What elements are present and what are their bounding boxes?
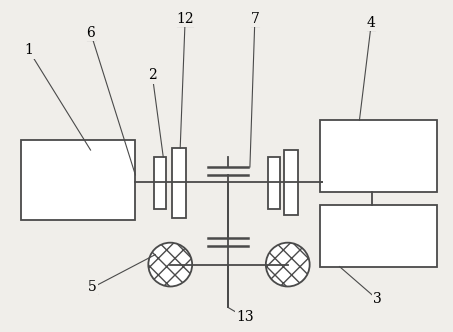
- Bar: [284, 150, 298, 215]
- Text: 1: 1: [24, 43, 33, 57]
- Bar: [320, 205, 437, 267]
- Bar: [268, 157, 280, 209]
- Text: 13: 13: [236, 310, 254, 324]
- Text: 2: 2: [148, 68, 157, 82]
- Text: 12: 12: [176, 12, 194, 26]
- Bar: [154, 157, 166, 209]
- Text: 4: 4: [367, 16, 376, 30]
- Bar: [21, 140, 135, 220]
- Text: 6: 6: [86, 26, 95, 40]
- Text: 3: 3: [373, 292, 382, 306]
- Bar: [172, 148, 186, 218]
- Text: 7: 7: [251, 12, 259, 26]
- Bar: [320, 120, 437, 192]
- Text: 5: 5: [88, 281, 97, 294]
- Circle shape: [266, 243, 310, 287]
- Circle shape: [148, 243, 192, 287]
